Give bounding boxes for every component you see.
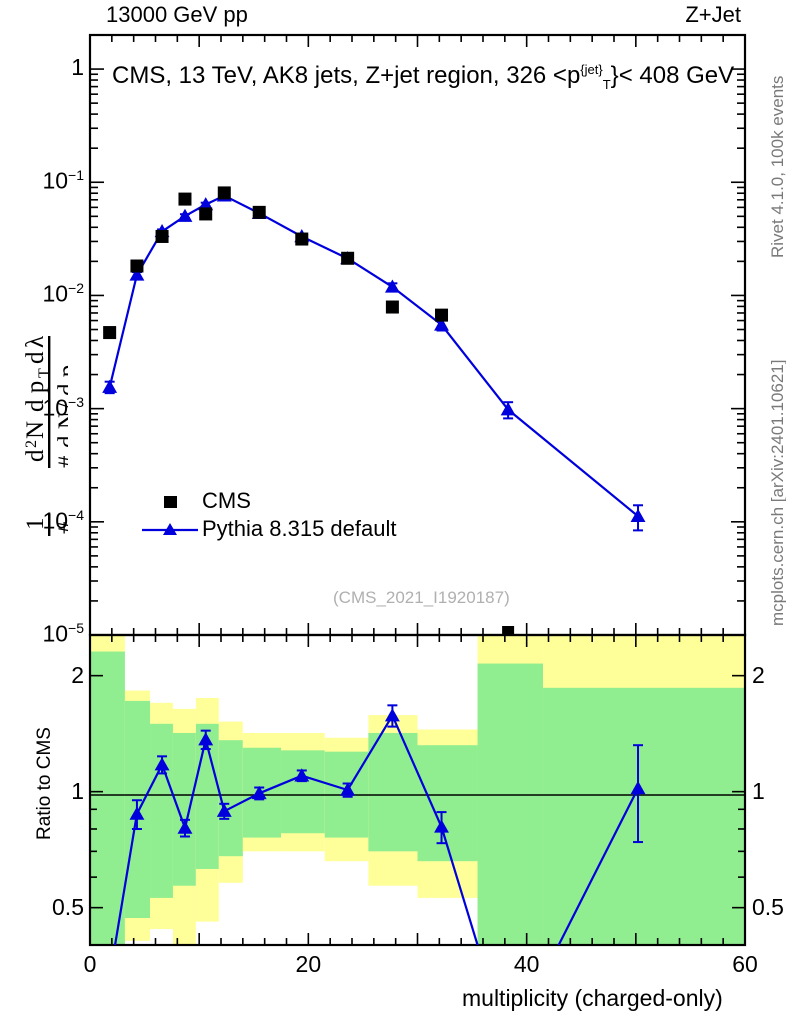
svg-text:2: 2: [23, 440, 40, 448]
svg-text:#: #: [54, 455, 68, 468]
data-marker-triangle: [216, 803, 232, 817]
legend-item-cms[interactable]: CMS: [140, 487, 396, 515]
data-marker-square: [217, 186, 231, 200]
tick-label: 10−3: [42, 393, 84, 421]
tick-label: 10−1: [42, 167, 84, 194]
tick-label: 0.5: [752, 893, 784, 920]
legend-marker-square: [140, 494, 202, 508]
data-marker-triangle: [384, 708, 400, 722]
band-green: [368, 732, 418, 852]
data-marker-triangle: [630, 780, 646, 795]
data-marker-triangle: [434, 819, 449, 833]
data-marker-triangle: [177, 208, 193, 222]
x-tick-label: 40: [513, 951, 540, 977]
band-green: [90, 651, 125, 945]
y-axis-label: d 2 N d p T d λ # d N / d p T 1 #: [8, 40, 68, 600]
svg-text:λ: λ: [22, 336, 49, 348]
tick-label: 10−4: [42, 506, 84, 534]
data-marker-square: [435, 308, 449, 322]
data-marker-square: [199, 207, 213, 221]
svg-text:T: T: [36, 368, 53, 378]
data-marker-triangle: [129, 267, 145, 281]
main-panel-frame: [88, 33, 747, 637]
svg-text:d: d: [22, 351, 49, 364]
svg-text:d p: d p: [22, 381, 49, 412]
data-marker-triangle: [251, 785, 267, 800]
svg-text:/: /: [54, 403, 68, 410]
data-marker-square: [103, 326, 117, 340]
header-left: 13000 GeV pp: [106, 2, 248, 27]
plot-title-superscript: {jet}: [580, 62, 603, 77]
data-marker-triangle: [294, 768, 310, 782]
band-green: [417, 745, 478, 862]
ratio-uncertainty-bands: [90, 635, 745, 945]
data-marker-triangle: [102, 379, 118, 393]
data-marker-square: [252, 205, 266, 219]
x-tick-label: 60: [732, 951, 758, 977]
ratio-series-mc: [113, 704, 646, 945]
tick-label: 2: [752, 661, 765, 688]
plot-title: CMS, 13 TeV, AK8 jets, Z+jet region, 326…: [112, 62, 734, 92]
x-tick-label: 0: [83, 951, 97, 977]
data-marker-square: [341, 251, 355, 265]
data-marker-square: [155, 229, 169, 243]
main-series-data: [103, 186, 449, 340]
data-marker-square: [178, 192, 192, 206]
band-green: [477, 663, 544, 945]
band-green: [543, 687, 745, 945]
plot-title-main: CMS, 13 TeV, AK8 jets, Z+jet region, 326…: [112, 62, 581, 89]
data-marker-triangle: [154, 757, 170, 771]
data-marker-triangle: [340, 782, 356, 796]
header-right: Z+Jet: [685, 2, 741, 27]
tick-label: 1: [752, 777, 765, 804]
legend-label-pythia: Pythia 8.315 default: [202, 516, 397, 541]
svg-text:N: N: [22, 421, 49, 439]
plot-title-tail: }< 408 GeV: [610, 62, 735, 89]
x-tick-label: 20: [295, 951, 322, 977]
x-axis-label: multiplicity (charged-only): [462, 985, 723, 1011]
ratio-offscale-square: [502, 626, 515, 635]
data-marker-triangle: [198, 732, 214, 746]
data-marker-triangle: [630, 508, 646, 523]
tick-label: 2: [71, 661, 84, 688]
data-marker-triangle: [500, 402, 516, 416]
tick-label: 1: [71, 777, 84, 804]
plot-title-subscript: T: [602, 76, 611, 92]
legend-marker-triangle: [140, 521, 202, 537]
band-green: [218, 740, 243, 857]
band-green: [281, 750, 325, 834]
analysis-id-watermark: (CMS_2021_I1920187): [333, 588, 510, 607]
data-marker-triangle: [384, 279, 400, 293]
series-line: [108, 194, 639, 518]
tick-label: 10−5: [42, 620, 84, 647]
svg-text:d: d: [22, 449, 49, 462]
data-marker-triangle: [434, 317, 449, 331]
main-series-mc: [102, 188, 646, 532]
svg-text:1: 1: [22, 518, 49, 531]
tick-label: 1: [71, 54, 84, 81]
data-marker-triangle: [129, 806, 145, 820]
legend: CMS Pythia 8.315 default: [140, 487, 396, 543]
svg-text:#: #: [54, 521, 68, 534]
data-marker-triangle: [177, 820, 193, 834]
ratio-panel-frame: [88, 633, 747, 947]
svg-text:d N: d N: [54, 411, 68, 448]
data-marker-square: [385, 300, 399, 314]
data-marker-square: [130, 259, 144, 273]
legend-label-cms: CMS: [202, 488, 251, 513]
band-green: [150, 723, 173, 898]
tick-label: 0.5: [52, 893, 84, 920]
band-green: [172, 732, 196, 886]
data-marker-square: [295, 232, 309, 246]
data-marker-triangle: [198, 197, 214, 211]
legend-item-pythia[interactable]: Pythia 8.315 default: [140, 515, 396, 543]
tick-label: 10−2: [42, 280, 84, 308]
ratio-offscale-marker: [502, 626, 515, 635]
svg-text:d p: d p: [54, 365, 68, 396]
